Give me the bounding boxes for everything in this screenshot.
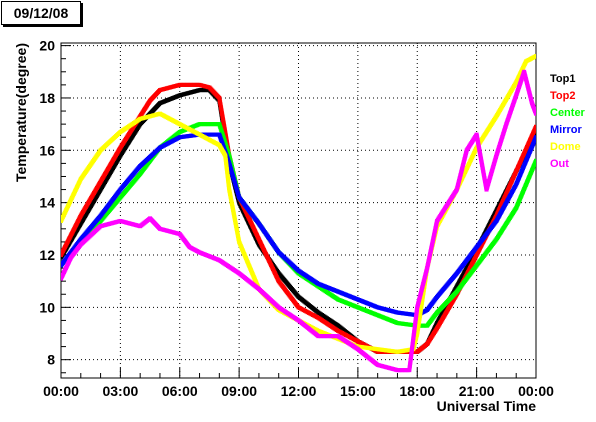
legend-label-out: Out (550, 158, 569, 170)
y-axis-title: Temperature(degree) (13, 43, 29, 182)
series-out-point (534, 111, 536, 116)
x-tick-label: 00:00 (518, 383, 554, 399)
legend: Top1 Top2 Center Mirror Dome Out (550, 73, 586, 170)
y-tick-label: 10 (39, 299, 55, 315)
x-tick-label: 06:00 (162, 383, 198, 399)
x-tick-label: 21:00 (459, 383, 495, 399)
y-tick-label: 14 (39, 195, 55, 211)
x-tick-label: 18:00 (399, 383, 435, 399)
x-tick-label: 12:00 (281, 383, 317, 399)
grid (61, 43, 536, 378)
legend-label-dome: Dome (550, 141, 581, 153)
x-axis-title: Universal Time (437, 398, 537, 414)
x-tick-label: 15:00 (340, 383, 376, 399)
series-center-point (534, 158, 536, 163)
x-tick-label: 03:00 (102, 383, 138, 399)
y-tick-label: 12 (39, 247, 55, 263)
legend-label-top1: Top1 (550, 73, 575, 85)
legend-label-center: Center (550, 107, 586, 119)
series-dome-point (534, 54, 536, 59)
x-tick-label: 09:00 (221, 383, 257, 399)
series-out (61, 69, 536, 373)
y-tick-label: 18 (39, 90, 55, 106)
date-label: 09/12/08 (1, 1, 81, 25)
tick-labels: 00:00 03:00 06:00 09:00 12:00 15:00 18:00 21:00… (39, 38, 554, 399)
y-tick-label: 20 (39, 38, 55, 54)
series-group (61, 54, 536, 373)
legend-label-top2: Top2 (550, 90, 575, 102)
y-tick-label: 8 (47, 352, 55, 368)
series-mirror-point (534, 135, 536, 140)
axis-ticks (60, 45, 537, 378)
y-tick-label: 16 (39, 142, 55, 158)
legend-label-mirror: Mirror (550, 124, 583, 136)
x-tick-label: 00:00 (43, 383, 79, 399)
series-top2-point (534, 124, 536, 129)
